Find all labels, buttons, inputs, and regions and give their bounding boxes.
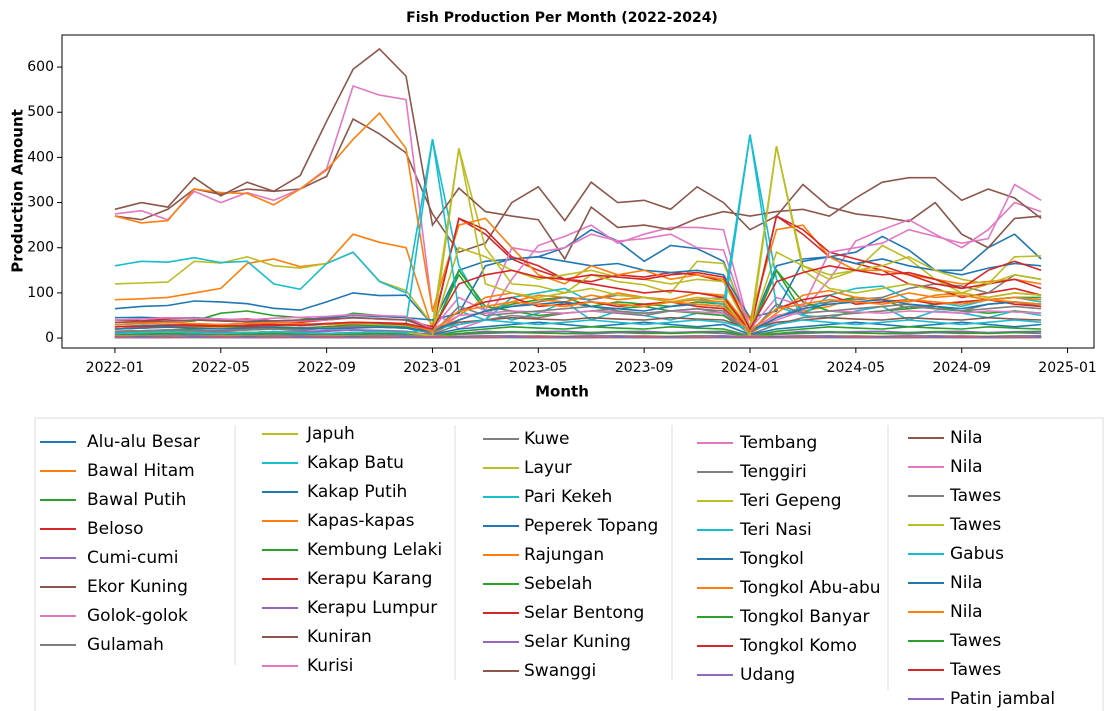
x-axis-label: Month (535, 383, 589, 401)
legend-label: Cumi-cumi (87, 548, 178, 568)
series-line (114, 303, 1042, 335)
legend-label: Udang (740, 665, 795, 685)
legend-label: Selar Kuning (524, 632, 631, 652)
legend-label: Patin jambal (950, 689, 1055, 709)
legend-label: Nila (950, 602, 983, 622)
legend-label: Japuh (306, 424, 355, 444)
series-line (114, 47, 1042, 261)
legend-label: Tawes (949, 515, 1001, 535)
legend-label: Kuniran (307, 627, 372, 647)
legend-label: Tongkol Komo (739, 636, 857, 656)
legend-label: Tembang (739, 433, 817, 453)
x-tick-label: 2022-01 (86, 360, 145, 376)
x-tick-label: 2023-05 (509, 360, 568, 376)
legend-label: Nila (950, 573, 983, 593)
legend-label: Kakap Batu (307, 453, 404, 473)
series-line (114, 134, 1042, 321)
series-line (114, 84, 1042, 331)
y-tick-label: 200 (27, 240, 54, 256)
legend-label: Tongkol (739, 549, 804, 569)
x-tick-label: 2023-09 (615, 360, 674, 376)
y-tick-label: 100 (27, 285, 54, 301)
x-tick-label: 2022-09 (297, 360, 356, 376)
legend-label: Beloso (87, 519, 144, 539)
legend-label: Rajungan (524, 545, 604, 565)
series-line (114, 117, 1042, 254)
legend-label: Alu-alu Besar (87, 432, 200, 452)
series-line (114, 316, 1042, 330)
legend-label: Tawes (949, 486, 1001, 506)
x-tick-label: 2025-01 (1038, 360, 1097, 376)
legend-label: Kakap Putih (307, 482, 407, 502)
legend-label: Kerapu Lumpur (307, 598, 437, 618)
legend-label: Tongkol Abu-abu (739, 578, 881, 598)
x-tick-label: 2022-05 (192, 360, 251, 376)
legend-label: Selar Bentong (524, 603, 644, 623)
legend-label: Swanggi (524, 661, 596, 681)
y-tick-label: 600 (27, 59, 54, 75)
legend-label: Teri Nasi (739, 520, 812, 540)
series-line (114, 310, 1042, 330)
legend-label: Nila (950, 457, 983, 477)
legend-label: Nila (950, 428, 983, 448)
legend-label: Bawal Putih (87, 490, 186, 510)
legend-label: Tenggiri (739, 462, 807, 482)
legend-label: Gulamah (87, 635, 164, 655)
legend-label: Golok-golok (87, 606, 188, 626)
y-tick-label: 400 (27, 149, 54, 165)
legend-label: Kerapu Karang (307, 569, 432, 589)
x-tick-label: 2024-05 (827, 360, 886, 376)
series-line (114, 260, 1042, 331)
legend-label: Kurisi (307, 656, 353, 676)
legend-label: Sebelah (524, 574, 592, 594)
legend-label: Layur (524, 458, 572, 478)
legend-label: Teri Gepeng (739, 491, 842, 511)
x-tick-label: 2024-01 (721, 360, 780, 376)
series-line (114, 319, 1042, 335)
y-tick-label: 0 (45, 330, 54, 346)
x-tick-label: 2024-09 (932, 360, 991, 376)
legend-frame (34, 417, 1104, 711)
y-axis-label: Production Amount (9, 109, 27, 273)
legend-label: Kembung Lelaki (307, 540, 442, 560)
legend-label: Kapas-kapas (307, 511, 415, 531)
chart-title: Fish Production Per Month (2022-2024) (406, 10, 718, 26)
legend-label: Tawes (949, 660, 1001, 680)
legend-label: Ekor Kuning (87, 577, 188, 597)
y-tick-label: 300 (27, 195, 54, 211)
legend-label: Bawal Hitam (87, 461, 195, 481)
legend-label: Tongkol Banyar (739, 607, 870, 627)
series-line (114, 325, 1042, 337)
legend-label: Peperek Topang (524, 516, 658, 536)
legend-label: Tawes (949, 631, 1001, 651)
legend-label: Kuwe (524, 429, 569, 449)
series-line (114, 228, 1042, 332)
series-line (114, 294, 1042, 333)
y-tick-label: 500 (27, 104, 54, 120)
x-tick-label: 2023-01 (403, 360, 462, 376)
plot-frame (61, 34, 1095, 349)
series-line (114, 298, 1042, 333)
series-line (114, 145, 1042, 330)
series-line (114, 111, 1042, 322)
legend-label: Gabus (950, 544, 1004, 564)
legend-label: Pari Kekeh (524, 487, 612, 507)
